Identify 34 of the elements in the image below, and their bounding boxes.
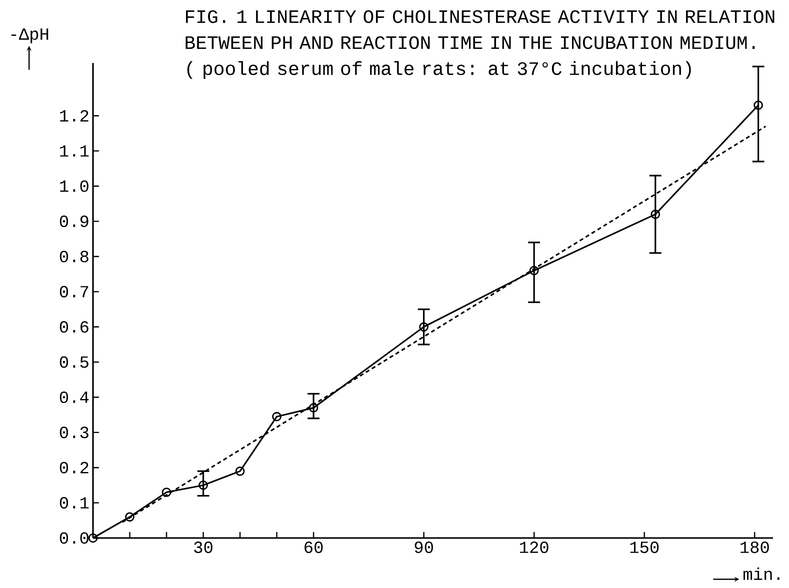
- point: [88, 533, 98, 543]
- y-tick-label: 0.1: [60, 497, 89, 509]
- point: [529, 266, 539, 276]
- y-axis-title: -ΔpH: [11, 28, 48, 44]
- y-tick-label: 0.8: [60, 250, 88, 262]
- y-tick-label: 1.0: [60, 180, 88, 192]
- y-tick-label: 0.7: [60, 286, 88, 298]
- y-tick-label: 0.9: [60, 216, 88, 228]
- y-tick-label: 0.6: [60, 321, 88, 333]
- point: [650, 210, 660, 219]
- y-tick-label: 1.1: [60, 145, 89, 157]
- x-tick-label: 120: [520, 542, 548, 554]
- chart-subtitle: ( pooled serum of male rats: at 37°C incubation): [187, 61, 691, 79]
- x-tick-label: 180: [740, 542, 769, 554]
- y-tick-label: 1.2: [60, 110, 88, 122]
- y-tick-label: 0.5: [60, 356, 88, 368]
- y-tick-label: 0.4: [60, 391, 89, 404]
- point: [272, 412, 282, 422]
- y-tick-label: 0.2: [60, 462, 88, 474]
- y-tick-label: 0.3: [60, 426, 88, 438]
- x-tick-label: 90: [414, 542, 433, 554]
- point: [198, 480, 208, 490]
- x-tick-label: 60: [304, 542, 323, 554]
- chart-title: FIG. 1 LINEARITY OF CHOLINESTERASE ACTIVITY IN RELATION BETWEEN PH AND REACTION TIME IN THE INCUBATION MEDIUM.: [186, 10, 774, 50]
- point: [235, 466, 245, 476]
- point: [125, 512, 134, 522]
- x-tick-label: 150: [630, 542, 659, 554]
- point: [419, 322, 428, 332]
- x-axis-title: min.: [744, 568, 780, 580]
- point: [162, 488, 172, 497]
- point: [308, 403, 318, 412]
- x-tick-label: 30: [194, 542, 212, 554]
- y-tick-label: 0.0: [60, 532, 88, 544]
- point: [754, 100, 763, 110]
